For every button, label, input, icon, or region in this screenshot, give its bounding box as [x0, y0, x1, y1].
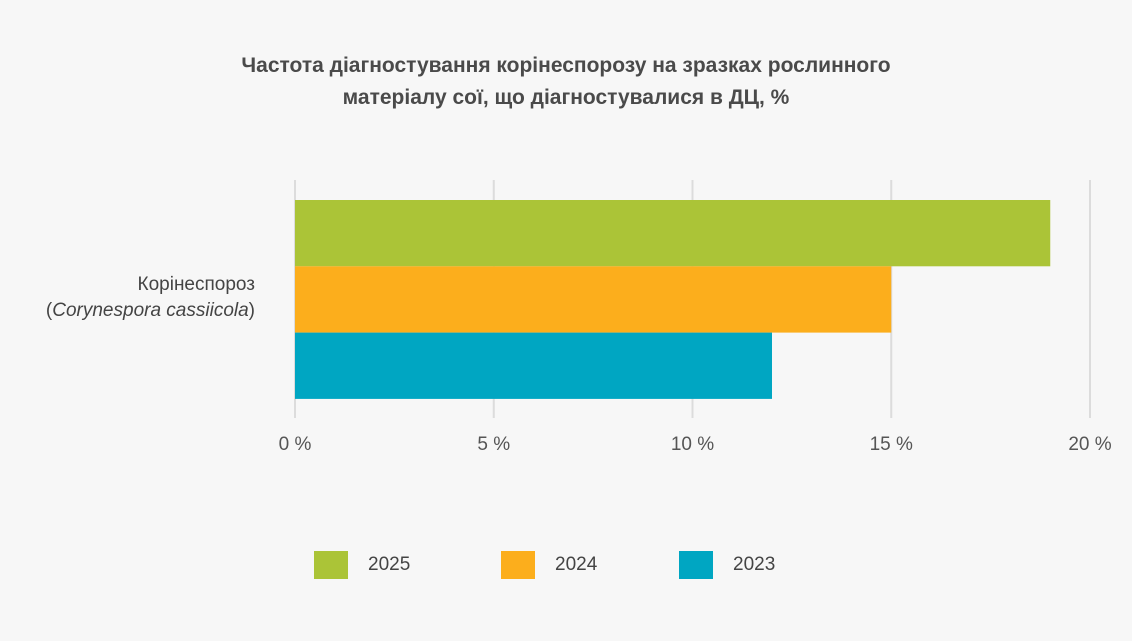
legend-swatch-2025 — [314, 551, 348, 579]
category-label-close-paren: ) — [248, 300, 255, 321]
category-label: Корінеспороз (Corynespora cassiicola) — [0, 272, 255, 324]
legend-swatch-2024 — [501, 551, 535, 579]
x-tick-labels: 0 % 5 % 10 % 15 % 20 % — [279, 434, 1112, 455]
category-label-name: Корінеспороз — [137, 274, 255, 295]
category-label-species: (Corynespora cassiicola) — [0, 298, 255, 324]
chart-title-line-1: Частота діагностування корінеспорозу на … — [241, 54, 891, 77]
x-tick-label-5: 5 % — [477, 434, 510, 455]
bars — [295, 200, 1051, 399]
x-tick-label-0: 0 % — [279, 434, 312, 455]
x-tick-label-20: 20 % — [1068, 434, 1111, 455]
legend: 2025 2024 2023 — [0, 550, 1132, 580]
x-tick-label-10: 10 % — [671, 434, 714, 455]
bar-2025 — [295, 200, 1051, 267]
x-tick-label-15: 15 % — [870, 434, 913, 455]
legend-item-2023: 2023 — [679, 550, 775, 580]
legend-swatch-2023 — [679, 551, 713, 579]
category-label-open-paren: ( — [45, 300, 53, 321]
legend-label-2025: 2025 — [368, 554, 411, 575]
legend-item-2024: 2024 — [501, 550, 597, 580]
chart-title-line-2: матеріалу сої, що діагностувалися в ДЦ, … — [342, 86, 790, 109]
bar-2023 — [295, 332, 772, 399]
legend-item-2025: 2025 — [314, 550, 410, 580]
legend-label-2023: 2023 — [733, 554, 776, 575]
chart-title: Частота діагностування корінеспорозу на … — [0, 50, 1132, 114]
category-label-latin: Corynespora cassiicola — [52, 300, 249, 321]
legend-label-2024: 2024 — [555, 554, 598, 575]
bar-2024 — [295, 266, 892, 333]
